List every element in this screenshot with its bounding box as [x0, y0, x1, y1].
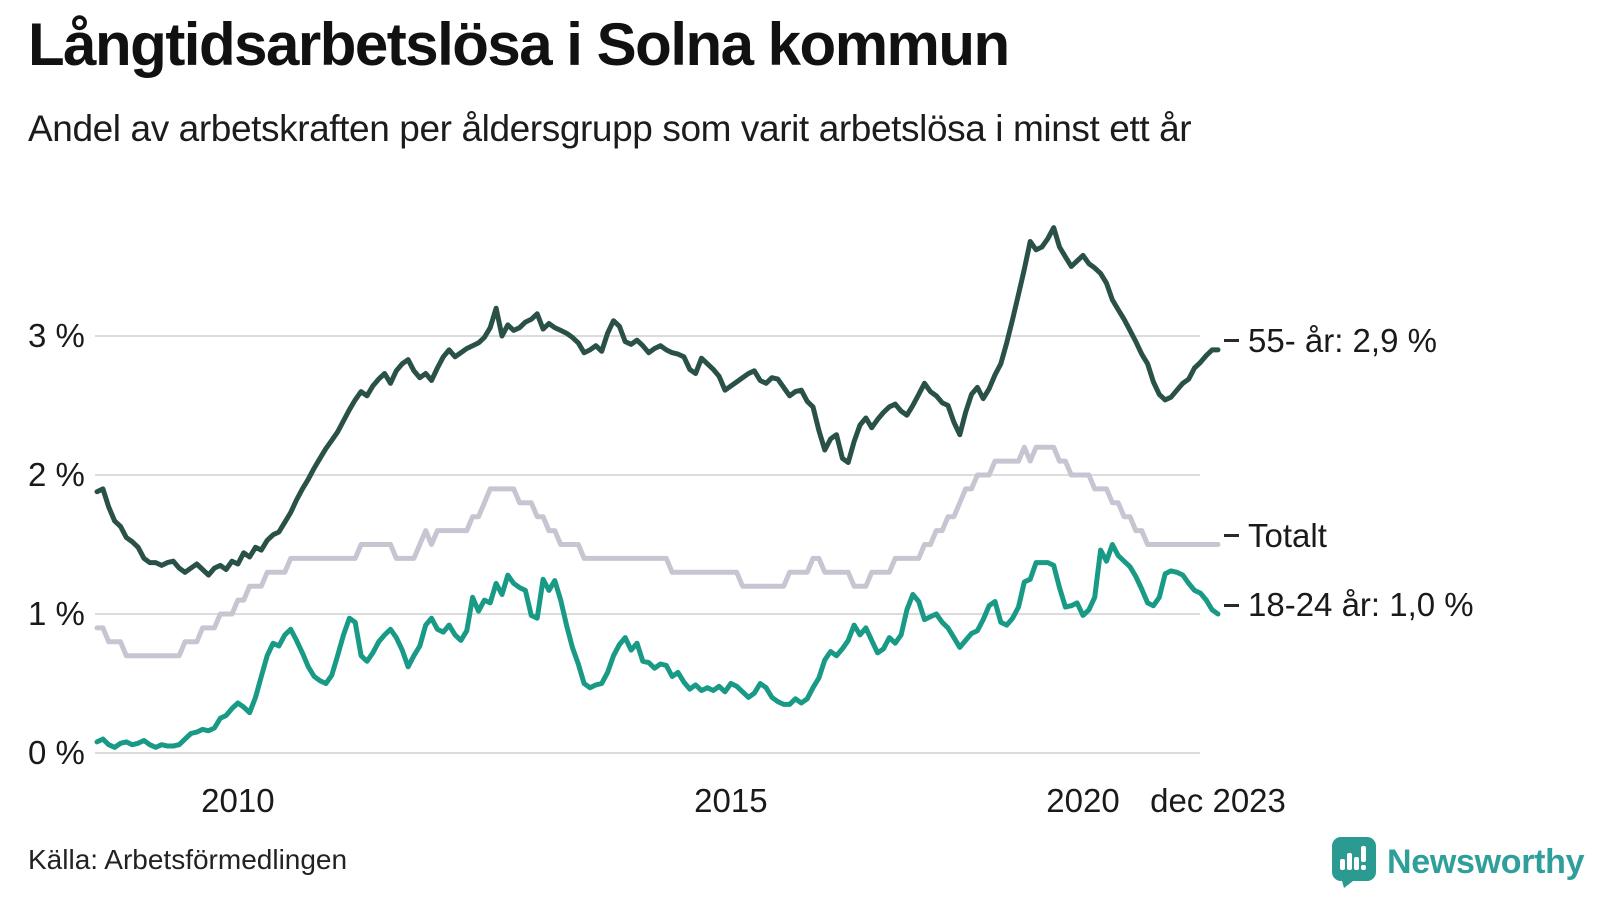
end-label-tick-55-plus [1224, 339, 1239, 343]
end-label-text-18-24: 18-24 år: 1,0 % [1248, 586, 1474, 623]
newsworthy-logo-icon [1332, 837, 1376, 888]
x-tick-label: 2020 [1046, 782, 1120, 819]
x-tick-label: dec 2023 [1150, 782, 1286, 819]
newsworthy-logo: Newsworthy [1331, 836, 1585, 888]
x-tick-label: 2010 [201, 782, 275, 819]
series-line-18-24-år [94, 542, 1221, 750]
series-line-55--år [94, 225, 1221, 578]
series-end-label-totalt: Totalt [1224, 517, 1327, 555]
y-tick-label: 1 % [28, 595, 85, 632]
x-tick-label: 2015 [694, 782, 768, 819]
y-tick-label: 2 % [28, 456, 85, 493]
end-label-text-totalt: Totalt [1248, 516, 1327, 554]
chart-subtitle: Andel av arbetskraften per åldersgrupp s… [28, 108, 1192, 149]
end-label-text-55-plus: 55- år: 2,9 % [1248, 321, 1437, 359]
source-attribution: Källa: Arbetsförmedlingen [28, 844, 348, 875]
page-title: Långtidsarbetslösa i Solna kommun [28, 11, 1010, 78]
y-tick-label: 3 % [28, 317, 85, 354]
series-end-label-55-plus: 55- år: 2,9 % [1224, 322, 1437, 360]
end-label-tick-18-24 [1224, 603, 1239, 607]
series-line-Totalt [94, 444, 1221, 659]
end-label-tick-totalt [1224, 534, 1239, 537]
series-end-label-18-24: 18-24 år: 1,0 % [1224, 586, 1474, 624]
newsworthy-wordmark: Newsworthy [1387, 842, 1585, 881]
y-tick-label: 0 % [28, 734, 85, 771]
